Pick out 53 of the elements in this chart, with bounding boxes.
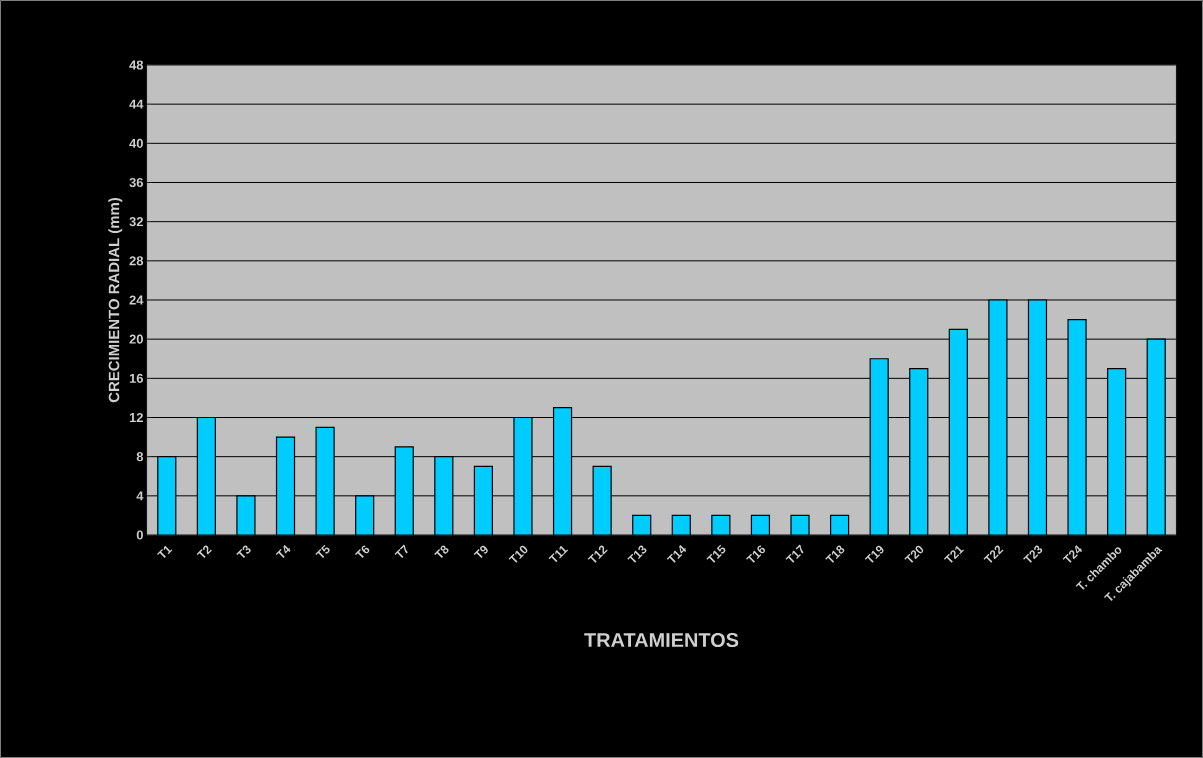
bar <box>1146 338 1166 535</box>
y-tick-label: 32 <box>129 217 143 227</box>
bar <box>157 456 177 535</box>
x-tick-label: T21 <box>943 545 964 563</box>
bar <box>909 367 929 535</box>
x-tick-label: T9 <box>473 545 488 559</box>
y-tick-label: 28 <box>129 256 144 266</box>
bar <box>869 358 889 535</box>
bar <box>394 446 414 535</box>
x-tick-label: T19 <box>864 545 884 563</box>
x-tick-label: T17 <box>785 544 804 563</box>
y-tick-label: 20 <box>129 334 143 344</box>
x-tick-label: T7 <box>394 544 408 558</box>
y-tick-label: 36 <box>129 177 144 188</box>
x-tick-label: T22 <box>983 545 1004 563</box>
bar <box>355 495 375 535</box>
x-tick-label: T3 <box>236 545 251 559</box>
x-tick-label: T2 <box>196 545 212 559</box>
x-tick-label: T16 <box>746 545 766 563</box>
x-tick-label: T24 <box>1062 545 1083 563</box>
y-tick-label: 16 <box>129 373 144 383</box>
y-tick-label: 48 <box>129 60 144 70</box>
x-tick-label: T10 <box>508 545 528 563</box>
bar <box>1027 299 1048 535</box>
y-tick-label: 0 <box>136 530 143 540</box>
x-tick-label: T14 <box>666 545 687 563</box>
x-tick-label: T6 <box>354 545 370 559</box>
x-tick-label: T23 <box>1023 545 1043 563</box>
x-tick-label: T20 <box>904 545 924 563</box>
y-tick-label: 44 <box>129 99 144 109</box>
bar <box>196 416 216 535</box>
bar <box>948 328 968 535</box>
x-tick-label: T13 <box>627 545 647 563</box>
y-axis-title: CRECIMIENTO RADIAL (mm) <box>108 197 123 403</box>
y-tick-label: 40 <box>129 138 143 148</box>
x-axis-title: TRATAMIENTOS <box>584 632 739 648</box>
y-tick-label: 24 <box>129 295 144 305</box>
y-tick-label: 12 <box>129 412 143 423</box>
x-tick-label: T12 <box>587 545 608 563</box>
y-tick-label: 4 <box>136 491 144 501</box>
bar <box>473 465 493 535</box>
x-tick-label: T4 <box>275 545 291 558</box>
x-tick-label: T18 <box>825 545 845 563</box>
x-tick-label: T11 <box>548 545 569 563</box>
y-tick-label: 8 <box>136 452 144 462</box>
x-tick-label: T8 <box>434 545 449 559</box>
x-tick-label: T15 <box>706 544 726 563</box>
bar <box>1107 367 1127 535</box>
x-tick-label: T1 <box>157 545 173 558</box>
x-tick-label: T5 <box>315 544 330 558</box>
bar <box>552 407 573 535</box>
bar <box>434 456 454 535</box>
bar <box>275 436 296 535</box>
